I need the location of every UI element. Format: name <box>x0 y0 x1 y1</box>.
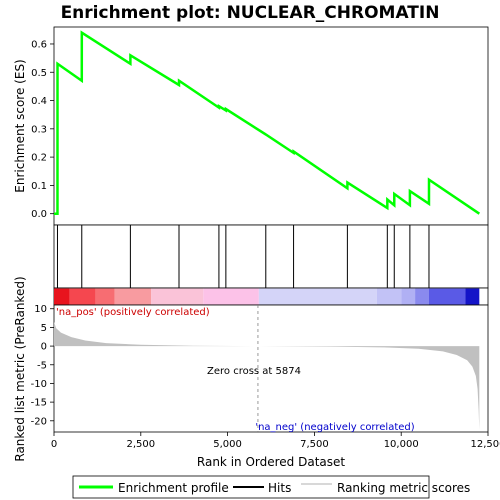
color-bar-segment <box>428 288 466 305</box>
metric-y-tick-label: -5 <box>37 360 47 371</box>
x-tick-label: 5,000 <box>213 439 242 450</box>
metric-panel-frame <box>53 304 489 433</box>
hit-markers <box>56 225 430 288</box>
metric-y-tick-label: -20 <box>31 416 47 427</box>
rank-color-bar <box>53 287 489 306</box>
es-y-tick-label: 0.6 <box>31 39 47 50</box>
legend-es-label: Enrichment profile <box>118 481 229 495</box>
x-tick-label: 2,500 <box>126 439 155 450</box>
zero-cross-label: Zero cross at 5874 <box>207 366 301 377</box>
color-bar-segment <box>376 288 402 305</box>
metric-x-axis: 0 2,500 5,000 7,500 10,000 12,500 <box>51 432 500 450</box>
es-y-tick-label: 0.3 <box>31 124 47 135</box>
negative-correlation-label: 'na_neg' (negatively correlated) <box>255 422 414 433</box>
metric-panel: 'na_pos' (positively correlated) Zero cr… <box>13 276 500 469</box>
es-y-tick-label: 0.0 <box>31 209 47 220</box>
legend-metric-label: Ranking metric scores <box>337 481 470 495</box>
x-tick-label: 10,000 <box>384 439 419 450</box>
color-bar-segment <box>54 288 70 305</box>
metric-y-tick-label: 10 <box>34 304 47 315</box>
legend-hits-label: Hits <box>268 481 291 495</box>
es-y-tick-label: 0.2 <box>31 153 47 164</box>
x-tick-label: 0 <box>51 439 57 450</box>
color-bar-segment <box>151 288 204 305</box>
es-y-tick-label: 0.4 <box>31 96 47 107</box>
metric-y-axis: 10 5 0 -5 -10 -15 -20 <box>31 304 54 427</box>
metric-y-tick-label: -15 <box>31 398 47 409</box>
positive-correlation-label: 'na_pos' (positively correlated) <box>56 307 210 318</box>
metric-y-tick-label: -10 <box>31 379 47 390</box>
x-tick-label: 12,500 <box>471 439 500 450</box>
color-bar-segment <box>203 288 259 305</box>
es-curve <box>54 30 481 215</box>
es-y-tick-label: 0.5 <box>31 68 47 79</box>
color-bar-segment <box>415 288 429 305</box>
metric-y-axis-label: Ranked list metric (PreRanked) <box>13 276 27 461</box>
color-bar-segment <box>114 288 152 305</box>
color-bar-segment <box>69 288 96 305</box>
hits-panel <box>53 224 489 289</box>
es-y-tick-label: 0.1 <box>31 181 47 192</box>
x-axis-label: Rank in Ordered Dataset <box>197 455 345 469</box>
x-tick-label: 7,500 <box>300 439 329 450</box>
es-panel: 0.0 0.1 0.2 0.3 0.4 0.5 0.6 Enrichment score (… <box>13 26 489 226</box>
es-y-axis: 0.0 0.1 0.2 0.3 0.4 0.5 0.6 <box>31 39 54 220</box>
metric-y-tick-label: 0 <box>41 342 47 353</box>
legend: Enrichment profile Hits Ranking metric s… <box>72 475 470 499</box>
es-y-axis-label: Enrichment score (ES) <box>13 59 27 192</box>
color-bar-segment <box>401 288 416 305</box>
color-bar-segment <box>465 288 480 305</box>
color-bar-segment <box>95 288 115 305</box>
hits-panel-frame <box>53 224 489 289</box>
color-bar-segment <box>258 288 377 305</box>
chart-title: Enrichment plot: NUCLEAR_CHROMATIN <box>61 3 440 23</box>
metric-y-tick-label: 5 <box>41 323 47 334</box>
color-bar-segments <box>54 288 480 305</box>
